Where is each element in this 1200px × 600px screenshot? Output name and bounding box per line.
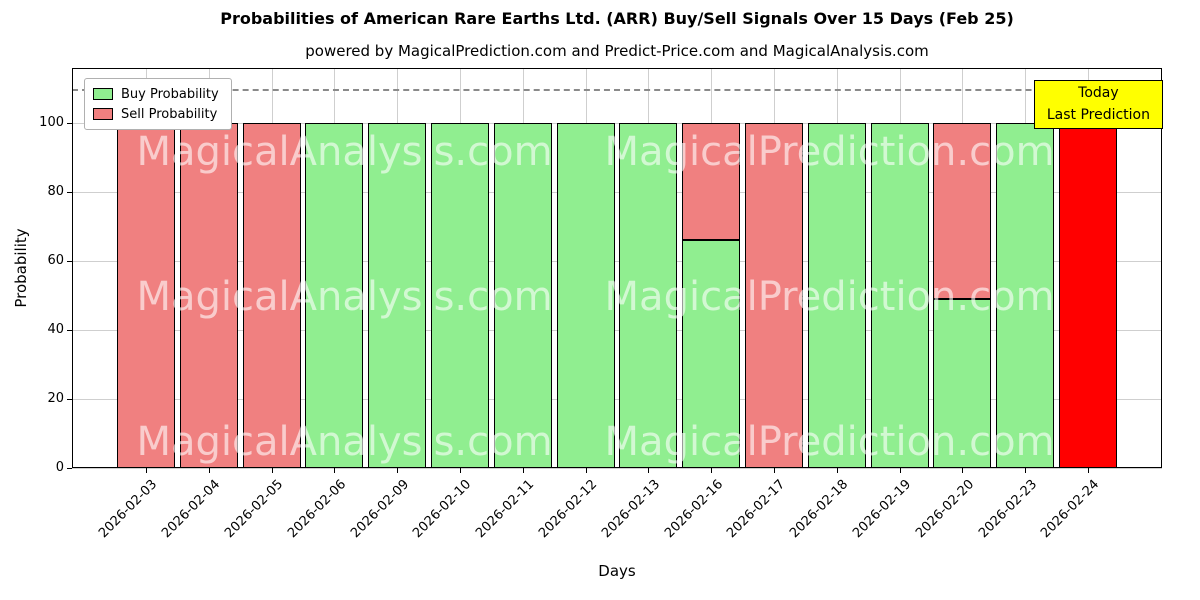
x-tick-label: 2026-02-16 xyxy=(661,477,726,542)
x-tick-mark xyxy=(899,468,901,473)
legend-label-buy: Buy Probability xyxy=(121,86,219,102)
bar-segment xyxy=(682,123,741,241)
bar-segment xyxy=(682,240,741,468)
chart-subtitle: powered by MagicalPrediction.com and Pre… xyxy=(305,42,929,60)
x-tick-label: 2026-02-03 xyxy=(96,477,161,542)
bar-segment xyxy=(933,123,992,300)
x-tick-label: 2026-02-23 xyxy=(975,477,1040,542)
annotation-line-1: Today xyxy=(1078,85,1119,101)
x-axis-label: Days xyxy=(598,562,636,580)
y-gridline xyxy=(72,192,1162,194)
x-tick-mark xyxy=(585,468,587,473)
watermark-text: MagicalAnalysis.com xyxy=(136,129,553,175)
x-tick-mark xyxy=(774,468,775,473)
x-tick-mark xyxy=(1025,468,1027,473)
bar-segment xyxy=(556,123,615,468)
bar-segment xyxy=(117,123,175,468)
x-tick-label: 2026-02-20 xyxy=(912,477,978,542)
bar-segment xyxy=(242,123,301,468)
y-tick-mark xyxy=(67,330,72,332)
watermark-text: MagicalPrediction.com xyxy=(604,129,1055,175)
x-tick-label: 2026-02-11 xyxy=(473,477,538,542)
bar-segment xyxy=(870,123,929,468)
x-tick-label: 2026-02-18 xyxy=(787,477,852,542)
x-tick-mark xyxy=(208,468,210,473)
y-tick-mark xyxy=(67,261,72,263)
today-annotation-box: Today Last Prediction xyxy=(1033,80,1163,130)
bar-segment xyxy=(996,123,1055,468)
x-tick-label: 2026-02-24 xyxy=(1038,477,1103,542)
x-tick-mark xyxy=(522,468,524,473)
y-gridline xyxy=(72,468,1162,469)
threshold-dashline xyxy=(72,88,1162,91)
watermark-text: MagicalAnalysis.com xyxy=(136,419,553,465)
x-tick-label: 2026-02-04 xyxy=(159,477,224,542)
x-tick-mark xyxy=(962,468,964,473)
x-tick-label: 2026-02-05 xyxy=(222,477,287,542)
bar-segment xyxy=(431,123,489,468)
y-gridline xyxy=(72,123,1162,125)
bar-segment xyxy=(745,123,803,468)
x-tick-mark xyxy=(397,468,399,473)
y-tick-mark xyxy=(67,192,72,194)
legend-swatch-sell xyxy=(93,108,113,120)
y-tick-label: 80 xyxy=(47,184,64,200)
legend-item-sell: Sell Probability xyxy=(93,104,219,124)
bar-segment xyxy=(807,123,866,468)
y-tick-label: 20 xyxy=(47,391,64,407)
y-tick-label: 40 xyxy=(47,322,64,338)
legend-item-buy: Buy Probability xyxy=(93,84,219,104)
y-gridline xyxy=(72,330,1162,332)
chart-title: Probabilities of American Rare Earths Lt… xyxy=(220,9,1014,28)
bar-segment xyxy=(493,123,552,468)
x-tick-label: 2026-02-13 xyxy=(598,477,664,542)
y-axis-label: Probability xyxy=(12,228,30,308)
x-tick-mark xyxy=(711,468,713,473)
x-tick-mark xyxy=(648,468,650,473)
x-tick-label: 2026-02-10 xyxy=(410,477,475,542)
y-tick-mark xyxy=(67,399,72,401)
legend-label-sell: Sell Probability xyxy=(121,106,218,122)
y-gridline xyxy=(72,399,1162,401)
bar-segment xyxy=(305,123,364,468)
x-tick-mark xyxy=(334,468,336,473)
bar-segment xyxy=(1059,123,1117,468)
y-tick-label: 0 xyxy=(55,460,64,475)
y-tick-label: 100 xyxy=(39,115,64,131)
x-tick-label: 2026-02-06 xyxy=(284,477,350,542)
x-tick-mark xyxy=(146,468,147,473)
x-tick-label: 2026-02-17 xyxy=(724,477,789,542)
bar-segment xyxy=(368,123,427,468)
legend: Buy Probability Sell Probability xyxy=(84,78,232,130)
bar-segment xyxy=(933,299,992,468)
y-tick-mark xyxy=(67,123,72,125)
y-tick-label: 60 xyxy=(47,253,64,269)
y-tick-mark xyxy=(67,468,72,469)
x-tick-mark xyxy=(1088,468,1089,473)
y-gridline xyxy=(72,261,1162,263)
legend-swatch-buy xyxy=(93,88,113,100)
x-tick-mark xyxy=(460,468,461,473)
bar-segment xyxy=(619,123,678,468)
x-tick-mark xyxy=(836,468,838,473)
watermark-text: MagicalPrediction.com xyxy=(604,419,1055,465)
annotation-line-2: Last Prediction xyxy=(1046,106,1150,123)
x-tick-label: 2026-02-09 xyxy=(347,477,412,542)
x-tick-label: 2026-02-12 xyxy=(536,477,601,542)
watermark-text: MagicalAnalysis.com xyxy=(136,274,553,320)
watermark-text: MagicalPrediction.com xyxy=(604,274,1055,320)
x-tick-mark xyxy=(271,468,273,473)
x-tick-label: 2026-02-19 xyxy=(850,477,915,542)
